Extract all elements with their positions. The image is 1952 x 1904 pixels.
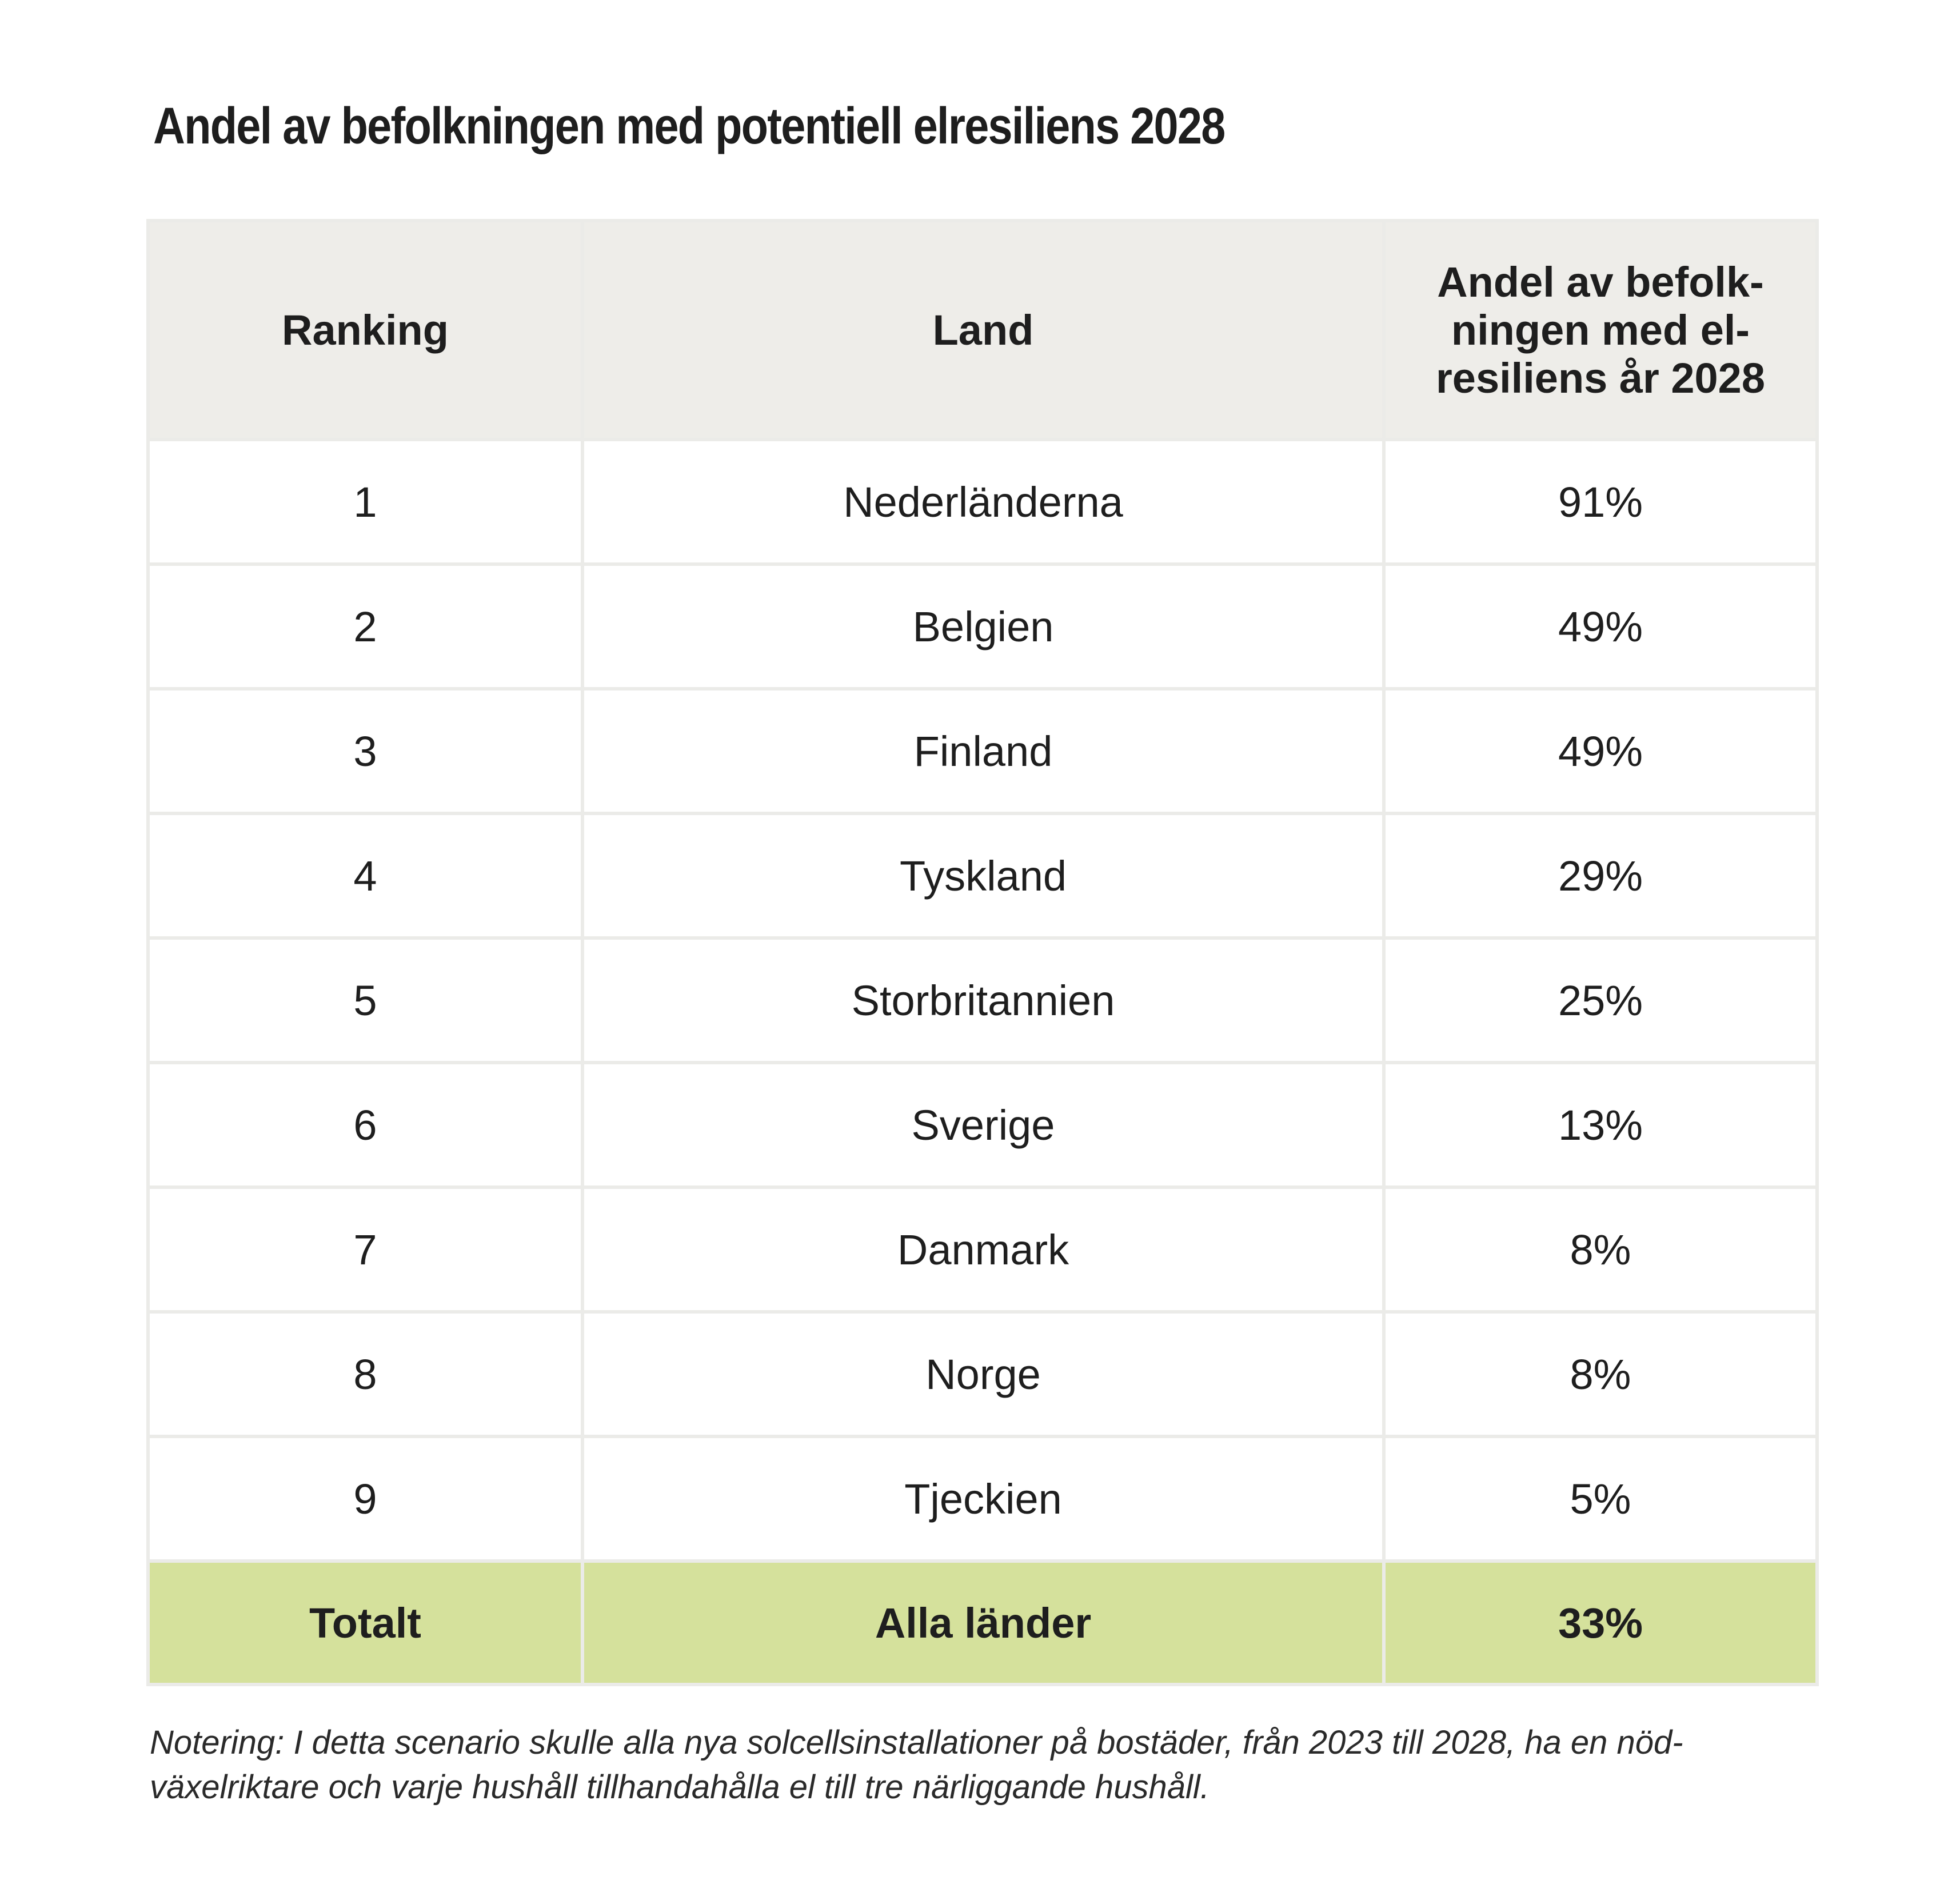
rank-cell: 6: [146, 1061, 584, 1189]
total-country: Alla länder: [581, 1559, 1386, 1686]
total-label: Totalt: [146, 1559, 584, 1686]
table-row: 1 Nederländerna 91%: [146, 438, 1819, 566]
share-cell: 8%: [1382, 1310, 1819, 1438]
country-cell: Danmark: [581, 1185, 1386, 1314]
table-row: 4 Tyskland 29%: [146, 812, 1819, 940]
rank-cell: 4: [146, 812, 584, 940]
header-ranking: Ranking: [146, 219, 584, 441]
table-header-row: Ranking Land Andel av befolk-ningen med …: [146, 219, 1819, 441]
table-row: 8 Norge 8%: [146, 1310, 1819, 1438]
table-row: 2 Belgien 49%: [146, 562, 1819, 690]
country-cell: Sverige: [581, 1061, 1386, 1189]
rank-cell: 8: [146, 1310, 584, 1438]
country-cell: Storbritannien: [581, 936, 1386, 1064]
resilience-table: Ranking Land Andel av befolk-ningen med …: [146, 219, 1819, 1686]
total-share: 33%: [1382, 1559, 1819, 1686]
country-cell: Norge: [581, 1310, 1386, 1438]
share-cell: 8%: [1382, 1185, 1819, 1314]
share-cell: 49%: [1382, 687, 1819, 815]
country-cell: Tyskland: [581, 812, 1386, 940]
country-cell: Finland: [581, 687, 1386, 815]
country-cell: Tjeckien: [581, 1435, 1386, 1563]
page-title: Andel av befolkningen med potentiell elr…: [153, 98, 1226, 155]
share-cell: 29%: [1382, 812, 1819, 940]
table-row: 7 Danmark 8%: [146, 1185, 1819, 1314]
share-cell: 25%: [1382, 936, 1819, 1064]
header-share-label: Andel av befolk-ningen med el-resiliens …: [1436, 258, 1765, 402]
share-cell: 49%: [1382, 562, 1819, 690]
footnote: Notering: I detta scenario skulle alla n…: [150, 1724, 1683, 1806]
table-row: 9 Tjeckien 5%: [146, 1435, 1819, 1563]
table-row: 6 Sverige 13%: [146, 1061, 1819, 1189]
rank-cell: 2: [146, 562, 584, 690]
total-row: Totalt Alla länder 33%: [146, 1559, 1819, 1686]
rank-cell: 3: [146, 687, 584, 815]
share-cell: 13%: [1382, 1061, 1819, 1189]
country-cell: Belgien: [581, 562, 1386, 690]
table-row: 5 Storbritannien 25%: [146, 936, 1819, 1064]
country-cell: Nederländerna: [581, 438, 1386, 566]
rank-cell: 5: [146, 936, 584, 1064]
header-land: Land: [581, 219, 1386, 441]
rank-cell: 7: [146, 1185, 584, 1314]
rank-cell: 9: [146, 1435, 584, 1563]
share-cell: 5%: [1382, 1435, 1819, 1563]
rank-cell: 1: [146, 438, 584, 566]
table-row: 3 Finland 49%: [146, 687, 1819, 815]
share-cell: 91%: [1382, 438, 1819, 566]
header-share: Andel av befolk-ningen med el-resiliens …: [1382, 219, 1819, 441]
